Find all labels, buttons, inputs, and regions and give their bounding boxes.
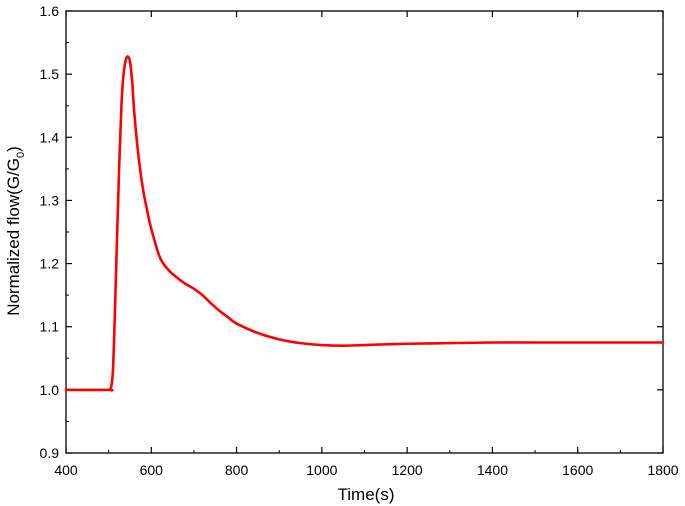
plot-border [65,10,664,454]
y-tick-label: 1.4 [40,129,60,145]
plot-frame [65,10,664,454]
x-axis: 400 600 800 1000 1200 1400 1600 1800 [54,11,679,478]
y-tick-label: 1.1 [40,319,60,335]
y-axis-label-main: Normalized flow(G/G [4,158,23,316]
y-tick-label: 1.5 [40,66,60,82]
y-axis-label: Normalized flow(G/G0) [4,146,27,316]
y-axis-label-close: ) [4,146,23,152]
y-tick-label: 0.9 [40,445,60,461]
x-tick-label: 1600 [562,462,593,478]
y-tick-label: 1.2 [40,256,60,272]
x-tick-label: 1200 [392,462,423,478]
y-axis: 0.9 1.0 1.1 1.2 1.3 1.4 1.5 1.6 [40,3,663,461]
y-axis-label-subscript: 0 [15,152,27,158]
series-line [64,55,665,392]
y-tick-label: 1.6 [40,3,60,19]
x-tick-label: 1400 [477,462,508,478]
x-tick-label: 800 [225,462,249,478]
y-tick-label: 1.3 [40,192,60,208]
x-axis-label: Time(s) [338,485,395,504]
x-tick-label: 1000 [306,462,337,478]
x-tick-label: 1800 [647,462,678,478]
x-tick-label: 400 [54,462,78,478]
x-tick-label: 600 [140,462,164,478]
y-tick-label: 1.0 [40,382,60,398]
